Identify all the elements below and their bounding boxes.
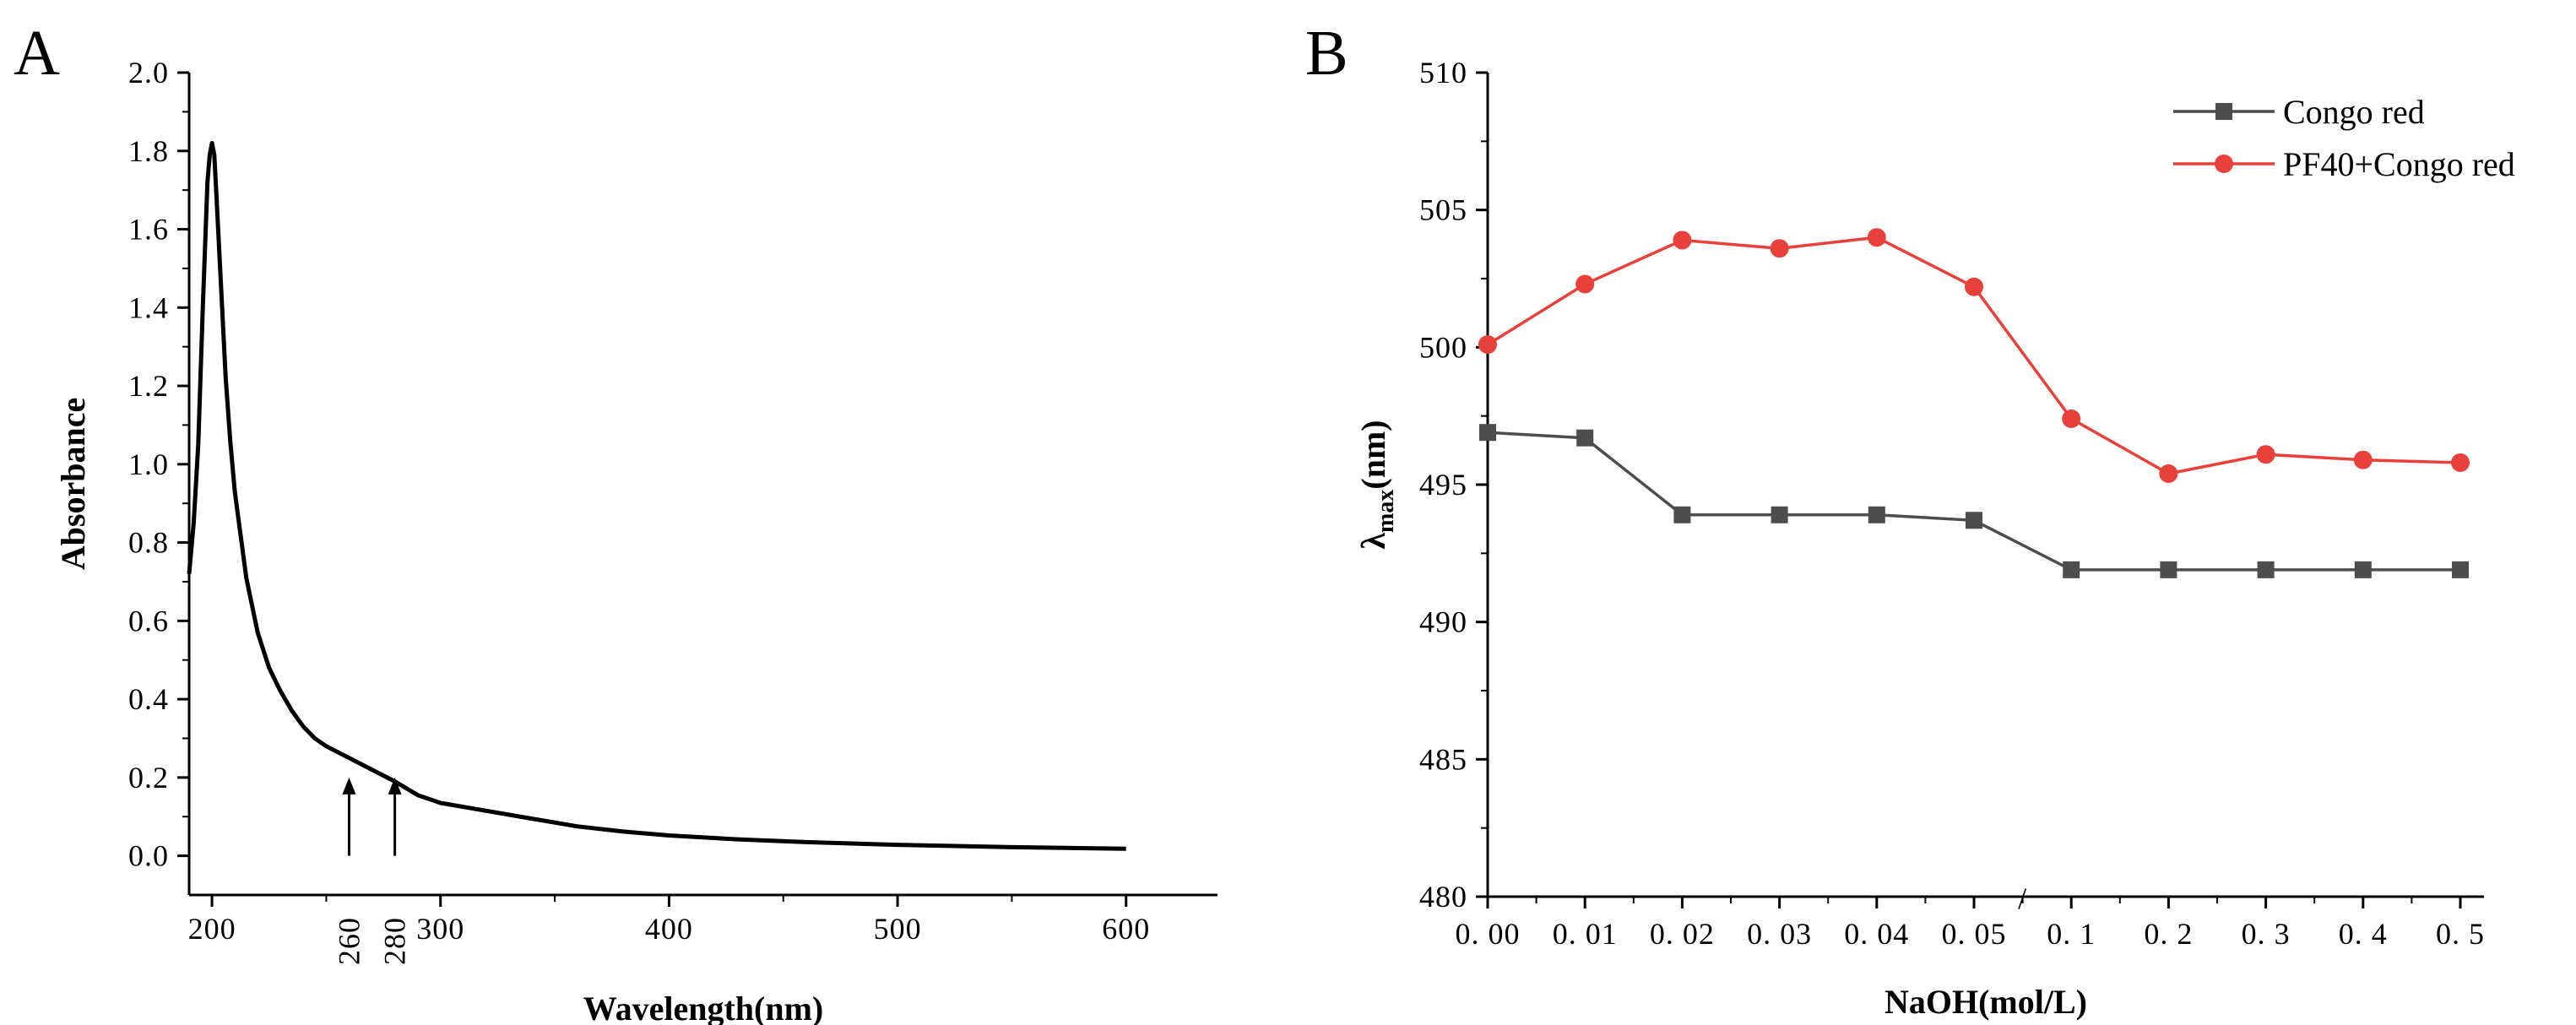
x-axis-label: NaOH(mol/L) [1885,983,2087,1021]
pf40-congo-red-point [1770,239,1789,258]
y-axis-label-unit: (nm) [1354,420,1392,489]
pf40-congo-red-line [1487,236,2461,475]
panel-a-chart: A 0.0 0.2 0.4 0.6 0.8 1.0 1.2 1.4 1.6 1.8 2.0 200 300… [14,18,1217,1025]
x-tick-label: 0. 1 [2047,917,2096,951]
pf40-congo-red-point [1673,230,1692,250]
y-tick-label: 1.8 [128,134,169,168]
x-tick-label: 0. 05 [1942,917,2007,951]
x-tick-label: 0. 04 [1844,917,1909,951]
x-tick-label: 0. 01 [1553,917,1618,951]
y-tick-label: 1.6 [128,213,169,247]
x-tick-label: 300 [416,912,464,946]
pf40-congo-red-point [2062,409,2081,428]
congo-red-point [1479,424,1496,442]
y-tick-label: 1.0 [128,447,169,481]
y-tick-label: 0.4 [128,682,169,716]
x-tick-label: 0. 2 [2144,917,2193,951]
legend-marker-congo-red [2215,103,2232,120]
x-tick-label: 0. 03 [1747,917,1812,951]
x-tick-label: 0. 3 [2242,917,2291,951]
congo-red-point [2063,561,2080,578]
y-tick-label: 505 [1419,193,1467,227]
pf40-congo-red-point [1575,274,1595,294]
axis-break-mark: / [2018,881,2027,915]
y-axis-label-subscript: max [1373,490,1399,533]
pf40-congo-red-point [2256,445,2275,464]
pf40-congo-red-point [2353,450,2373,469]
annotation-label: 260 [332,917,366,965]
y-tick-label: 1.4 [128,290,169,324]
congo-red-point [1771,506,1788,523]
x-tick-label: 500 [874,912,922,946]
pf40-congo-red-point [1478,335,1497,355]
y-tick-label: 480 [1419,880,1467,914]
x-tick-label: 400 [645,912,693,946]
annotation-label: 280 [378,917,412,965]
x-tick-label: 0. 5 [2436,917,2485,951]
pf40-congo-red-point [1965,277,1983,296]
panel-b-chart: B 480 485 490 495 500 505 510 0. 00 0. 01 0. 02 0. … [1305,18,2515,1021]
y-axis-label: Absorbance [54,398,92,570]
congo-red-point [1966,512,1982,529]
y-tick-label: 495 [1419,468,1467,502]
x-tick-label: 0. 00 [1456,917,1521,951]
x-tick-label: 200 [188,912,236,946]
y-tick-label: 0.6 [128,604,169,637]
panel-letter-b: B [1305,18,1348,89]
x-tick-label: 0. 02 [1650,917,1715,951]
x-axis-label: Wavelength(nm) [583,990,823,1025]
panel-letter-a: A [14,18,60,89]
congo-red-point [2257,561,2275,578]
legend-marker-pf40-congo-red [2215,155,2233,173]
congo-red-point [1673,506,1691,523]
y-tick-label: 2.0 [128,56,169,89]
pf40-congo-red-point [1867,228,1886,247]
congo-red-point [2354,561,2372,578]
pf40-congo-red-point [2159,464,2178,483]
y-tick-label: 1.2 [128,369,169,403]
x-tick-label: 0. 4 [2339,917,2388,951]
y-axis-label-main: λ [1354,533,1392,550]
y-tick-label: 0.0 [128,839,169,873]
y-tick-label: 485 [1419,742,1467,776]
congo-red-point [1868,506,1885,523]
congo-red-point [2452,561,2469,578]
y-tick-label: 0.8 [128,526,169,560]
congo-red-point [2160,561,2177,578]
y-axis-label: λmax(nm) [1354,420,1399,549]
annotation-arrow-head [388,777,402,795]
y-tick-label: 510 [1419,56,1467,89]
legend-label-congo-red: Congo red [2283,93,2425,131]
congo-red-line [1487,431,2460,572]
y-tick-label: 0.2 [128,761,169,795]
x-tick-label: 600 [1102,912,1150,946]
legend-label-pf40-congo-red: PF40+Congo red [2283,145,2515,183]
congo-red-point [1576,429,1594,447]
pf40-congo-red-point [2451,453,2470,472]
y-tick-label: 500 [1419,330,1467,364]
annotation-arrow-head [342,777,356,795]
absorbance-curve [187,141,1126,851]
y-tick-label: 490 [1419,605,1467,639]
